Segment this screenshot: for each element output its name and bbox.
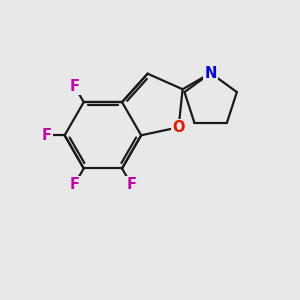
Text: O: O xyxy=(172,120,185,135)
Text: N: N xyxy=(205,66,217,81)
Text: F: F xyxy=(41,128,51,143)
Text: F: F xyxy=(126,177,136,192)
Text: F: F xyxy=(70,177,80,192)
Text: F: F xyxy=(70,79,80,94)
